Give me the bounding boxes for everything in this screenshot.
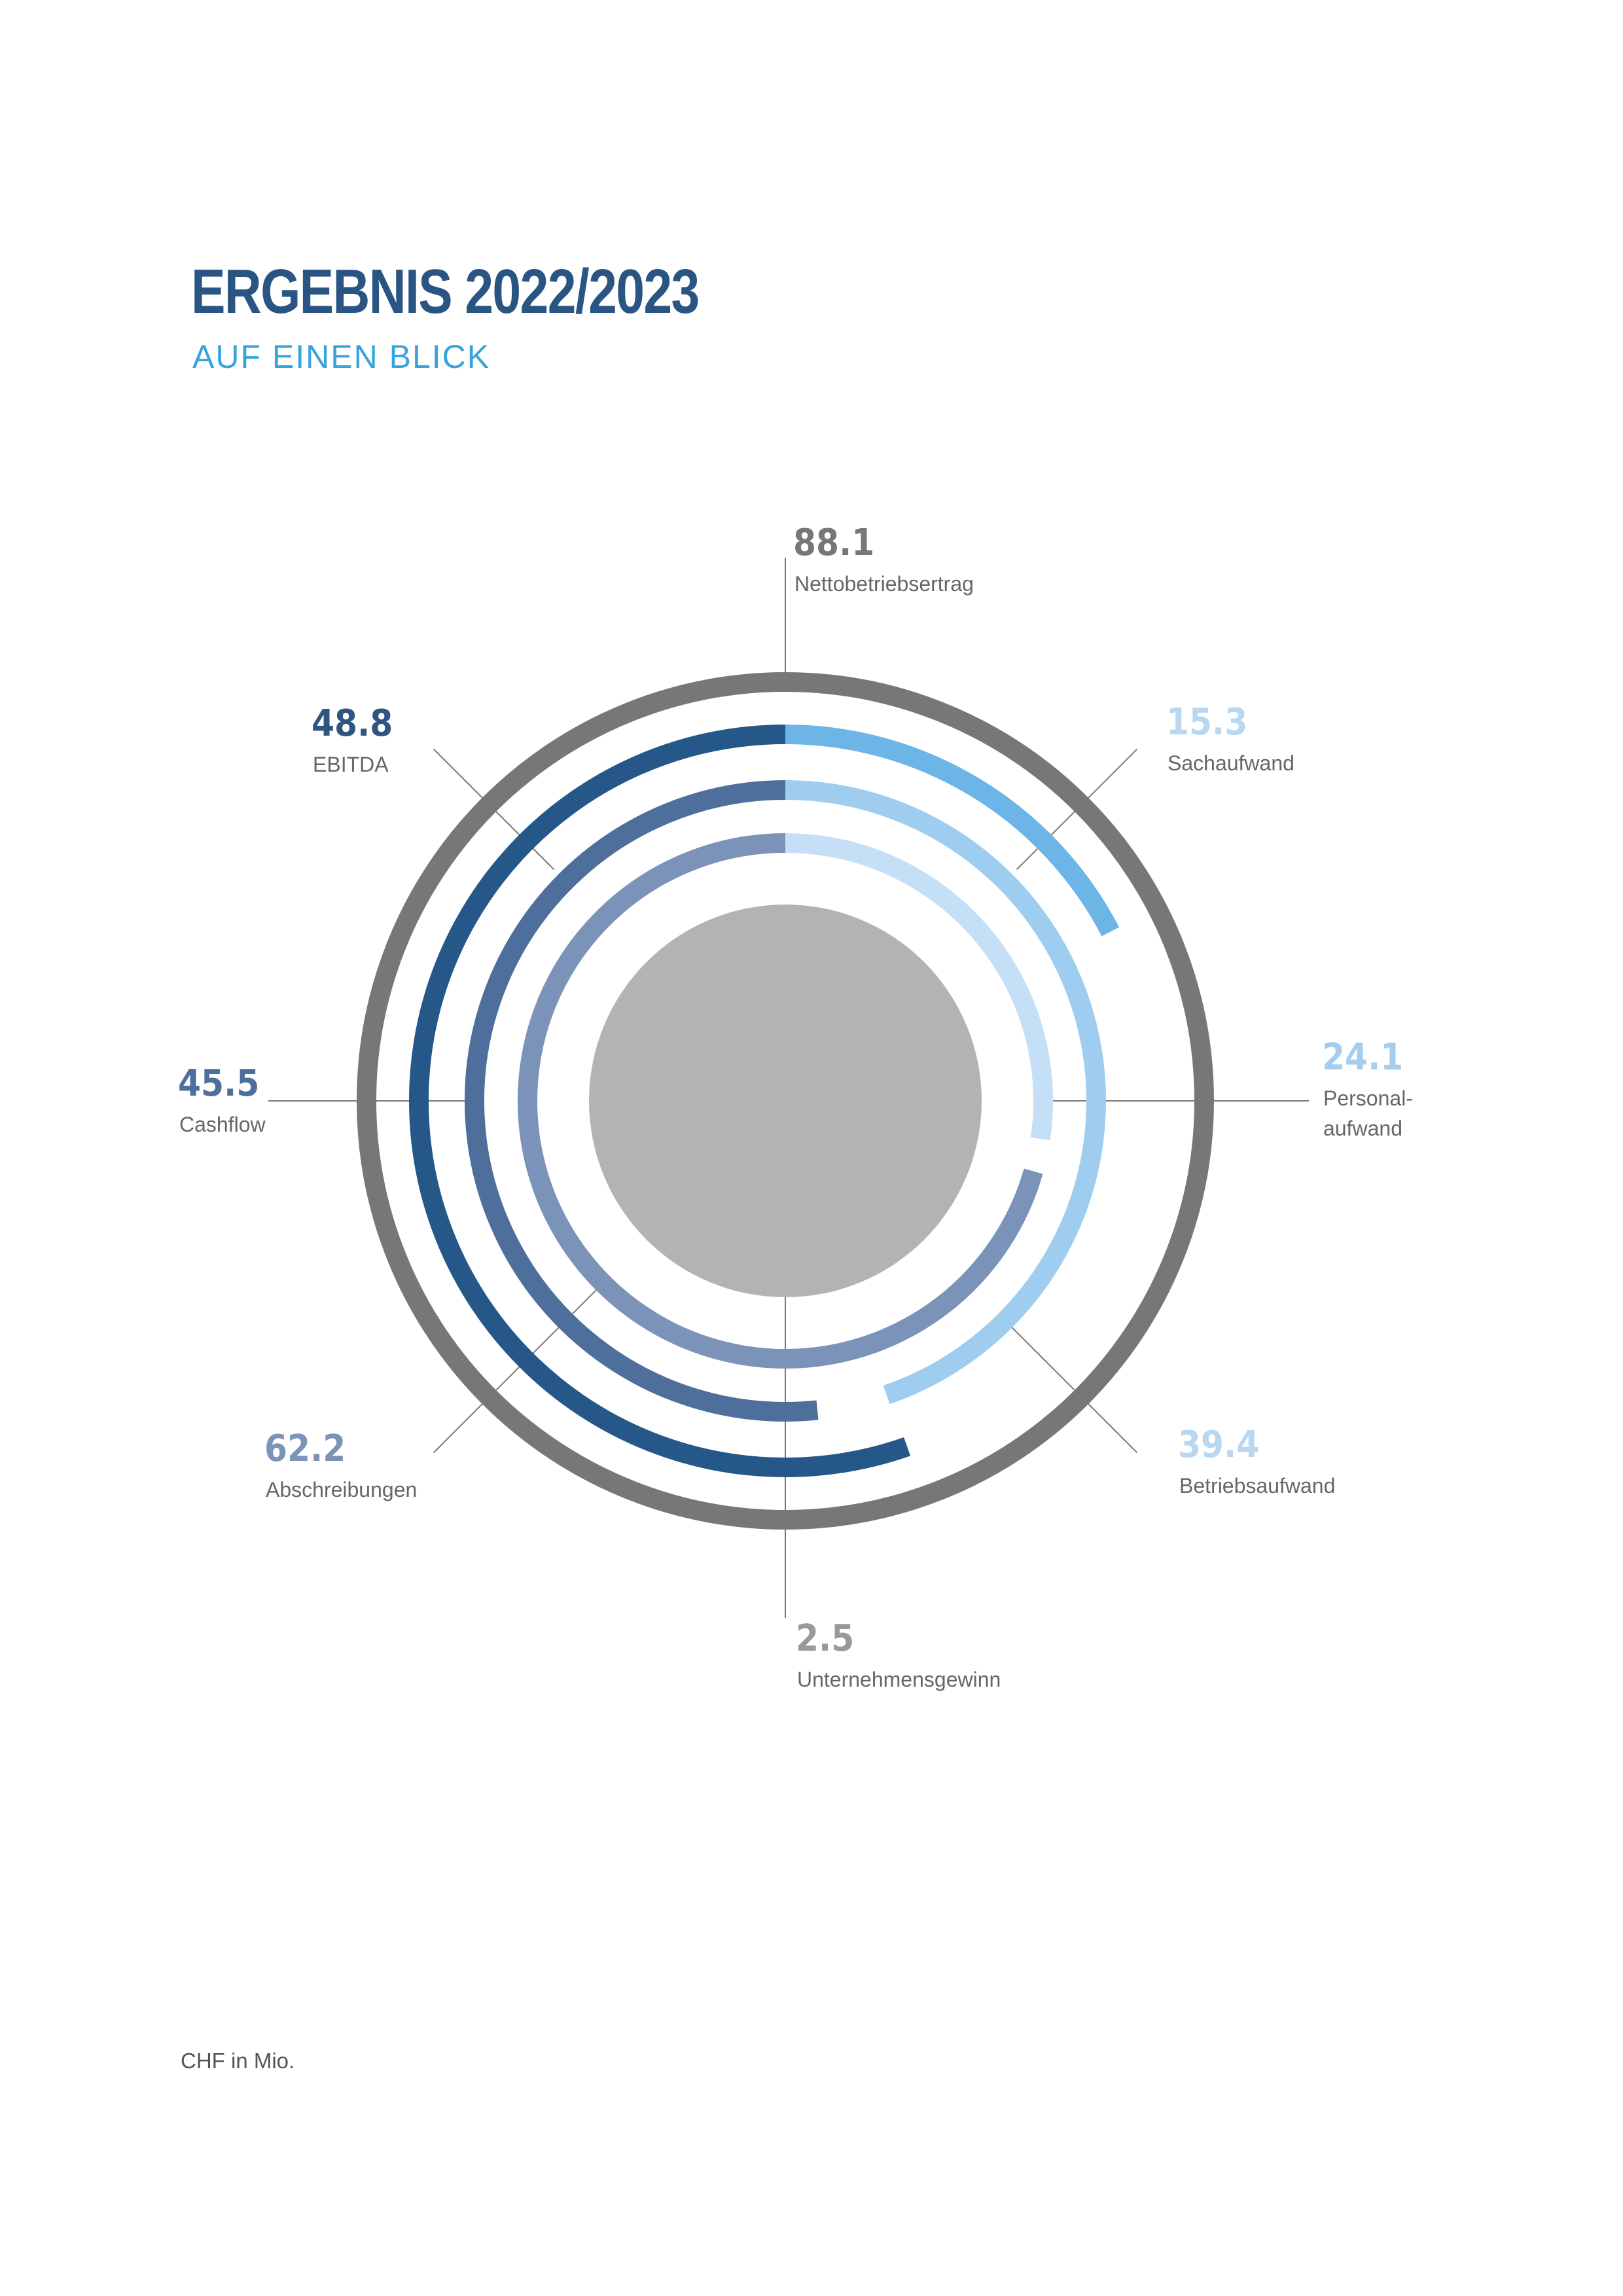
rings	[357, 672, 1214, 1530]
label-betriebsaufwand: Betriebsaufwand	[1179, 1474, 1335, 1498]
label-unternehmensgewinn: Unternehmensgewinn	[797, 1668, 1001, 1691]
label-cashflow: Cashflow	[179, 1113, 266, 1136]
page-title: ERGEBNIS 2022/2023	[191, 257, 700, 327]
value-abschreibungen: 62.2	[264, 1427, 346, 1470]
label-sachaufwand: Sachaufwand	[1168, 751, 1294, 775]
unit-footnote: CHF in Mio.	[181, 2049, 295, 2073]
arc-cashflow	[464, 780, 819, 1422]
leader-abschreibungen	[433, 1285, 601, 1454]
chart-labels: 88.1 Nettobetriebsertrag 15.3 Sachaufwand 24…	[178, 522, 1413, 1691]
arc-sachaufwand	[785, 725, 1120, 937]
label-group-nettobetriebsertrag: 88.1 Nettobetriebsertrag	[793, 522, 974, 596]
label-personalaufwand-line1: Personal-	[1323, 1086, 1413, 1110]
arc-betriebsaufwand	[785, 780, 1106, 1405]
label-abschreibungen: Abschreibungen	[266, 1478, 417, 1501]
label-group-personalaufwand: 24.1 Personal-aufwand	[1322, 1036, 1413, 1140]
disc-unternehmensgewinn	[589, 905, 982, 1297]
label-group-cashflow: 45.5 Cashflow	[178, 1062, 266, 1136]
value-ebitda: 48.8	[312, 702, 393, 745]
arc-ebitda	[409, 725, 911, 1477]
arc-personalaufwand	[785, 833, 1053, 1141]
ring-nettobetriebsertrag	[357, 672, 1214, 1530]
leader-betriebsaufwand	[1002, 1318, 1138, 1454]
label-nettobetriebsertrag: Nettobetriebsertrag	[794, 572, 974, 596]
label-group-ebitda: 48.8 EBITDA	[312, 702, 393, 776]
page-subtitle: AUF EINEN BLICK	[192, 338, 491, 375]
label-ebitda: EBITDA	[313, 753, 389, 776]
value-sachaufwand: 15.3	[1166, 701, 1247, 744]
value-betriebsaufwand: 39.4	[1178, 1424, 1259, 1466]
label-group-unternehmensgewinn: 2.5 Unternehmensgewinn	[796, 1617, 1001, 1691]
value-nettobetriebsertrag: 88.1	[793, 522, 874, 564]
value-personalaufwand: 24.1	[1322, 1036, 1403, 1079]
value-cashflow: 45.5	[178, 1062, 259, 1105]
value-unternehmensgewinn: 2.5	[796, 1617, 854, 1660]
label-group-abschreibungen: 62.2 Abschreibungen	[264, 1427, 417, 1501]
label-group-sachaufwand: 15.3 Sachaufwand	[1166, 701, 1294, 775]
arc-abschreibungen	[518, 833, 1043, 1369]
label-group-betriebsaufwand: 39.4 Betriebsaufwand	[1178, 1424, 1335, 1498]
label-personalaufwand-line2: aufwand	[1323, 1117, 1402, 1140]
